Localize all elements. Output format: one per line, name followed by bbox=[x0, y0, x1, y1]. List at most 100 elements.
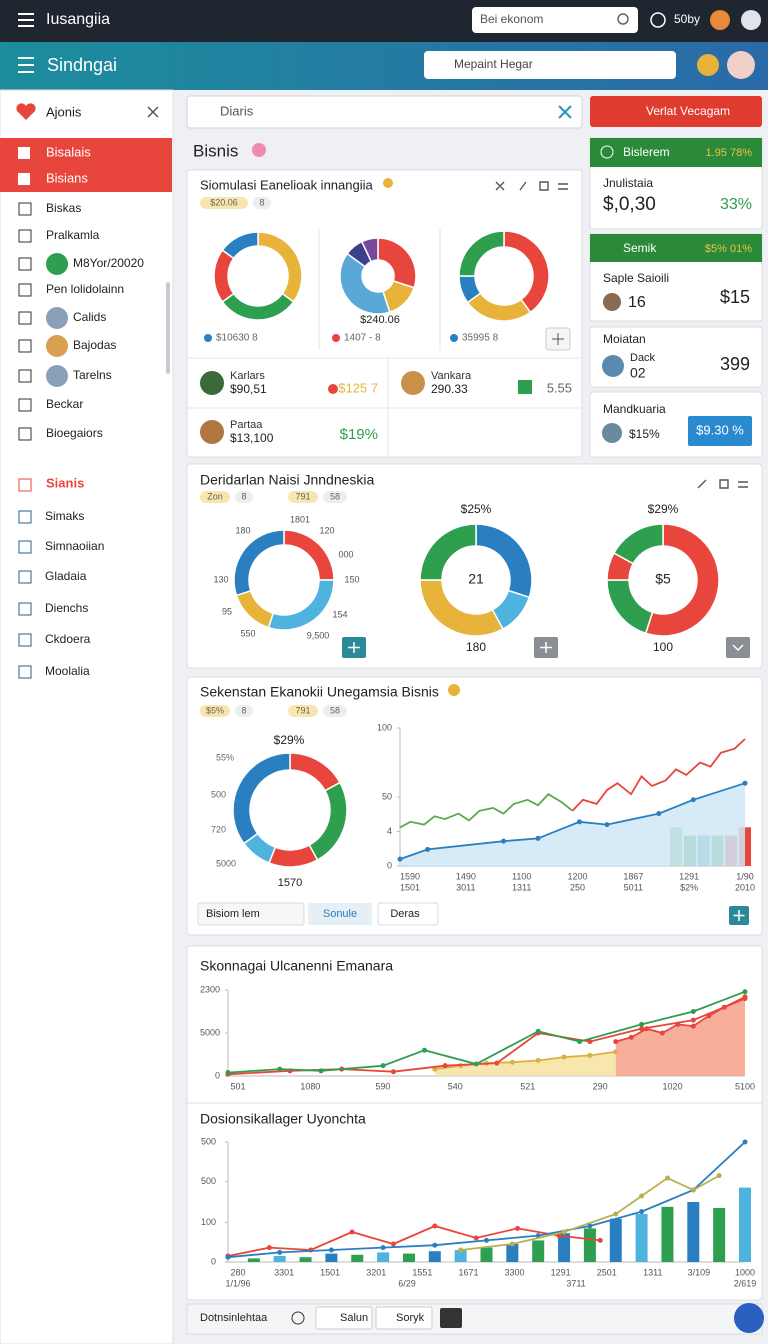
stat-change: $15 bbox=[720, 287, 750, 307]
dropdown[interactable] bbox=[377, 902, 439, 926]
close-icon[interactable] bbox=[558, 105, 572, 119]
bar bbox=[454, 1250, 467, 1262]
person-amount: $19% bbox=[340, 426, 378, 443]
nav-item[interactable]: Simaks bbox=[45, 509, 84, 523]
line bbox=[399, 793, 574, 829]
nav-item[interactable]: Ckdoera bbox=[45, 632, 91, 646]
point bbox=[587, 1223, 593, 1229]
donut-label: 9,500 bbox=[307, 630, 330, 640]
point bbox=[473, 1235, 479, 1241]
footer-label: Dotnsinlehtaa bbox=[200, 1312, 268, 1324]
donut-segment bbox=[458, 230, 505, 277]
nav-item[interactable]: Bisians bbox=[46, 170, 88, 185]
point bbox=[639, 1026, 645, 1032]
nav-item[interactable]: M8Yor/20020 bbox=[73, 256, 144, 270]
search-box[interactable] bbox=[424, 51, 676, 79]
nav-item[interactable]: Beckar bbox=[46, 397, 83, 411]
donut-bottom: 180 bbox=[466, 640, 486, 654]
card-title: Siomulasi Eanelioak innangiia bbox=[200, 177, 373, 192]
footer-button[interactable] bbox=[315, 1306, 373, 1330]
stat-change: 399 bbox=[720, 354, 750, 374]
point bbox=[509, 1241, 515, 1247]
donut-label: 154 bbox=[332, 609, 347, 619]
point bbox=[501, 838, 506, 844]
point bbox=[561, 1054, 567, 1060]
nav-item[interactable]: Dienchs bbox=[45, 601, 88, 615]
nav-item[interactable]: Tarelns bbox=[73, 368, 112, 382]
point bbox=[390, 1069, 396, 1075]
action-button[interactable] bbox=[590, 96, 762, 127]
tag bbox=[200, 197, 248, 209]
icon bbox=[18, 602, 32, 616]
legend-dot bbox=[332, 334, 340, 342]
nav-item[interactable]: Bajodas bbox=[73, 338, 116, 352]
nav-item[interactable]: Simnaoiian bbox=[45, 539, 104, 553]
icon bbox=[18, 283, 32, 297]
icon bbox=[18, 339, 32, 353]
tag bbox=[200, 705, 230, 717]
x-tick-label: 1/90 bbox=[736, 871, 754, 881]
legend-text: 35995 8 bbox=[462, 333, 499, 344]
fab[interactable] bbox=[734, 1303, 764, 1333]
card bbox=[589, 326, 763, 388]
stat-title: Semik bbox=[623, 241, 657, 255]
bar bbox=[428, 1251, 441, 1262]
menu-icon[interactable] bbox=[18, 13, 34, 27]
donut-label: 55% bbox=[216, 752, 234, 762]
donut-label: 150 bbox=[344, 574, 359, 584]
card bbox=[186, 676, 763, 936]
tab[interactable] bbox=[308, 903, 372, 925]
x-tick-label: $2% bbox=[680, 882, 698, 892]
donut-top: $29% bbox=[274, 733, 305, 747]
x-tick-label: 1501 bbox=[400, 882, 420, 892]
point bbox=[604, 822, 610, 828]
dropdown-text: Deras bbox=[390, 908, 420, 920]
icon bbox=[448, 684, 460, 696]
x-tick-label: 3201 bbox=[366, 1267, 386, 1277]
point bbox=[690, 1009, 696, 1014]
nav-item[interactable]: Gladaia bbox=[45, 569, 87, 583]
search-box[interactable] bbox=[186, 95, 583, 129]
point bbox=[742, 989, 748, 995]
x-tick-label: 1291 bbox=[679, 871, 699, 881]
nav-item[interactable]: Calids bbox=[73, 310, 106, 324]
expand-button[interactable] bbox=[726, 637, 750, 658]
y-tick-label: 0 bbox=[387, 860, 392, 870]
nav-item[interactable]: Biskas bbox=[46, 201, 81, 215]
button-text: Soryk bbox=[396, 1312, 425, 1324]
stat-header bbox=[590, 138, 762, 167]
search-text: Mepaint Hegar bbox=[454, 57, 533, 71]
menu-icon[interactable] bbox=[18, 57, 34, 73]
nav-item[interactable]: Bioegaiors bbox=[46, 426, 103, 440]
close-icon[interactable] bbox=[147, 106, 159, 118]
point bbox=[380, 1063, 386, 1069]
donut-segment bbox=[644, 523, 720, 637]
nav-item[interactable]: Pralkamla bbox=[46, 228, 100, 242]
nav-item[interactable]: Moolalia bbox=[45, 664, 90, 678]
bar bbox=[558, 1233, 571, 1262]
point bbox=[690, 1187, 696, 1193]
avatar bbox=[710, 10, 730, 30]
x-tick-label: 1080 bbox=[300, 1081, 320, 1091]
point bbox=[328, 1247, 334, 1253]
toolbar-icons bbox=[697, 479, 748, 489]
icon bbox=[18, 173, 30, 185]
footer-button[interactable] bbox=[375, 1306, 433, 1330]
nav-item[interactable]: Bisalais bbox=[46, 144, 91, 159]
line bbox=[571, 738, 746, 812]
search-box[interactable] bbox=[472, 7, 638, 33]
sidebar bbox=[0, 89, 174, 1344]
stat-label: Jnulistaia bbox=[603, 176, 653, 190]
bar bbox=[661, 1206, 674, 1262]
icon bbox=[18, 257, 32, 271]
search-text: Bei ekonom bbox=[480, 12, 543, 26]
dropdown[interactable] bbox=[197, 902, 305, 926]
icon-button[interactable] bbox=[440, 1308, 462, 1328]
bar bbox=[325, 1253, 338, 1262]
stat-button[interactable] bbox=[688, 416, 752, 446]
legend-text: $10630 8 bbox=[216, 333, 258, 344]
nav-item[interactable]: Pen lolidolainn bbox=[46, 282, 124, 296]
bar bbox=[713, 1208, 726, 1262]
user-icon[interactable] bbox=[650, 12, 666, 28]
tag-text: 58 bbox=[330, 705, 340, 715]
